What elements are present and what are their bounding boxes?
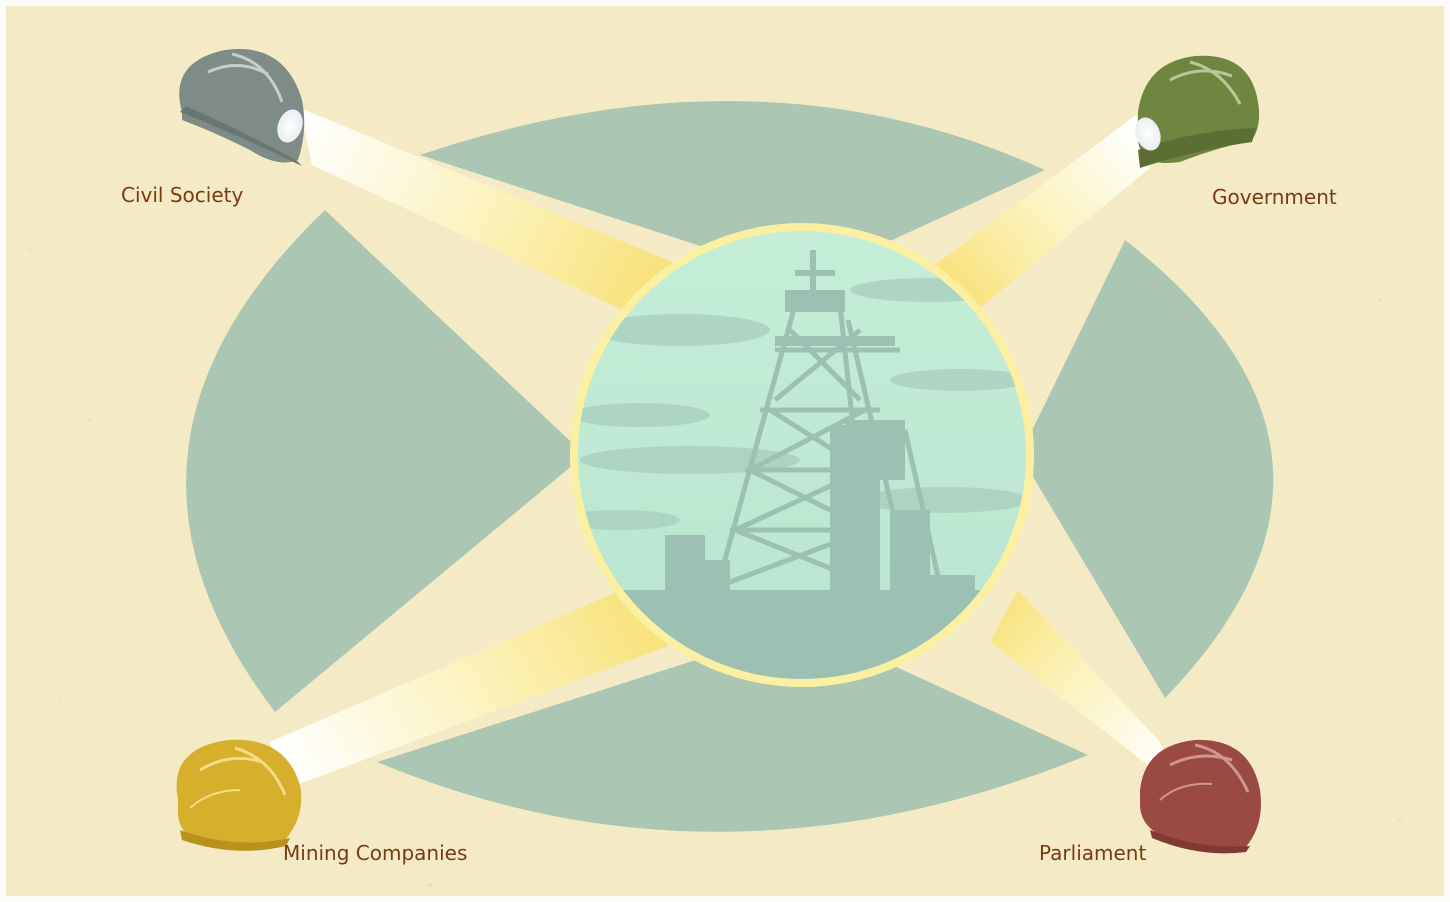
helmet-mining-companies-icon: [176, 739, 302, 851]
disc-segment-top: [420, 101, 1045, 280]
helmet-government-icon: [1135, 55, 1260, 168]
beam-government: [935, 115, 1150, 312]
helmet-lamp: [1135, 117, 1161, 151]
beam-mining-companies: [270, 582, 668, 790]
helmet-civil-society-icon: [179, 49, 305, 166]
background-disc: [186, 101, 1274, 832]
label-civil-society: Civil Society: [121, 183, 244, 207]
light-beams: [270, 108, 1180, 790]
helmet-lamp: [277, 109, 303, 143]
label-government: Government: [1212, 185, 1337, 209]
label-parliament: Parliament: [1039, 841, 1147, 865]
beam-parliament: [990, 590, 1180, 790]
disc-segment-bottom: [377, 625, 1088, 832]
label-mining-companies: Mining Companies: [283, 841, 468, 865]
helmet-parliament-icon: [1140, 739, 1261, 854]
beam-civil-society: [300, 108, 672, 318]
disc-segment-left: [186, 210, 585, 712]
clouds: [578, 278, 1026, 530]
disc-segment-right: [1020, 240, 1274, 698]
